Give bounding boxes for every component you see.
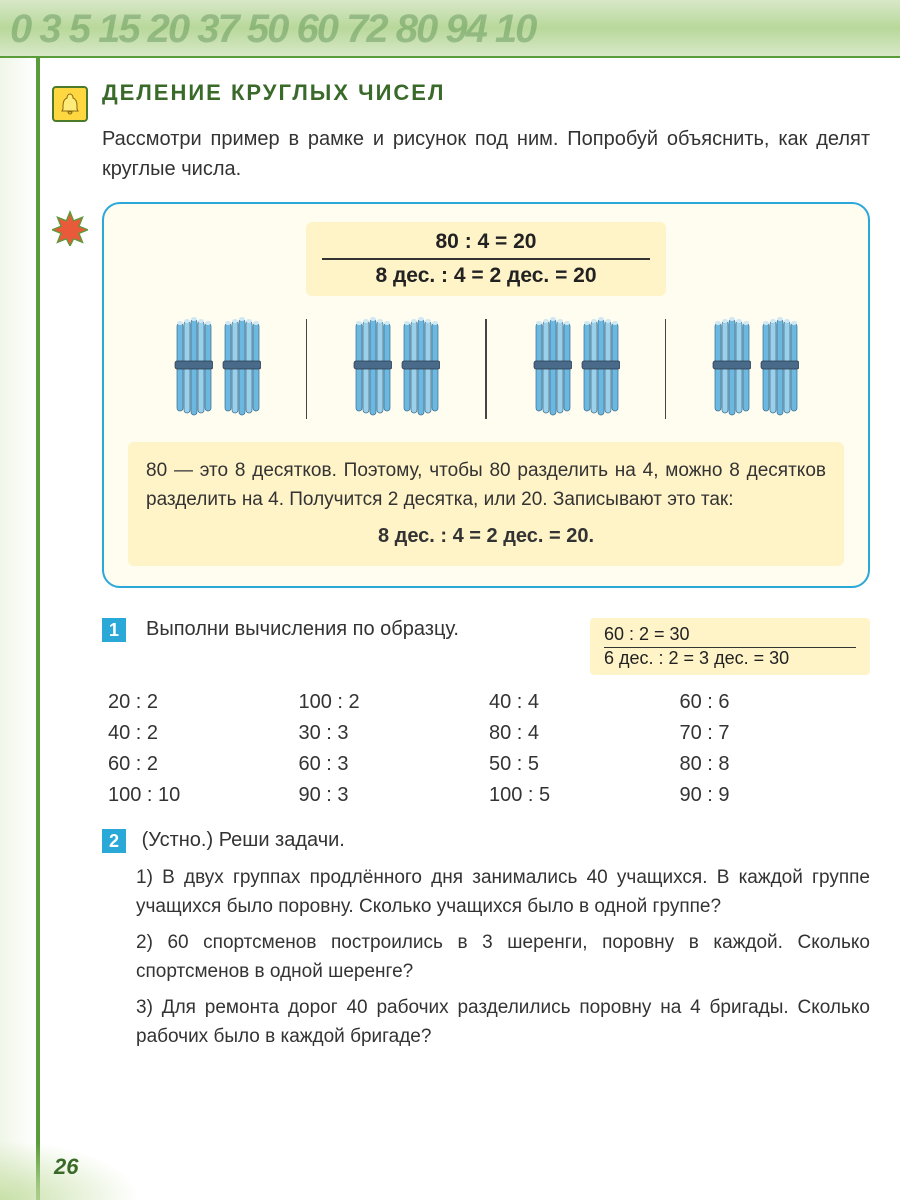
task-1: 1 Выполни вычисления по образцу. 60 : 2 … <box>102 618 870 807</box>
page-number: 26 <box>54 1154 78 1180</box>
bundle-group <box>352 317 440 422</box>
task-1-cell: 80 : 4 <box>489 722 680 745</box>
stick-bundle <box>173 317 213 417</box>
group-divider <box>306 319 308 419</box>
task-1-grid: 20 : 2100 : 240 : 460 : 640 : 230 : 380 … <box>108 691 870 807</box>
task-1-text: Выполни вычисления по образцу. <box>146 618 580 641</box>
task-1-cell: 30 : 3 <box>299 722 490 745</box>
task-1-cell: 40 : 4 <box>489 691 680 714</box>
task-2-number: 2 <box>102 829 126 853</box>
task-1-cell: 60 : 6 <box>680 691 871 714</box>
task-1-header: 1 Выполни вычисления по образцу. 60 : 2 … <box>102 618 870 675</box>
explanation-text: 80 — это 8 десятков. Поэтому, чтобы 80 р… <box>146 460 826 510</box>
stick-bundle <box>759 317 799 417</box>
explanation-block: 80 — это 8 десятков. Поэтому, чтобы 80 р… <box>128 442 844 566</box>
intro-text: Рассмотри пример в рамке и рисунок под н… <box>102 124 870 184</box>
formula-block: 80 : 4 = 20 8 дес. : 4 = 2 дес. = 20 <box>306 222 666 296</box>
stick-bundle <box>400 317 440 417</box>
bundle-group <box>532 317 620 422</box>
task-1-example-line1: 60 : 2 = 30 <box>604 624 856 648</box>
task-1-cell: 60 : 3 <box>299 753 490 776</box>
header-decorative-numbers: 0 3 5 15 20 37 50 60 72 80 94 10 <box>0 0 900 56</box>
formula-bottom: 8 дес. : 4 = 2 дес. = 20 <box>322 264 650 288</box>
stick-bundle <box>352 317 392 417</box>
task-1-cell: 90 : 3 <box>299 784 490 807</box>
side-green-bar <box>36 58 40 1200</box>
task-1-example: 60 : 2 = 30 6 дес. : 2 = 3 дес. = 30 <box>590 618 870 675</box>
task-2-problem: 2) 60 спортсменов построились в 3 шеренг… <box>136 928 870 987</box>
task-1-cell: 40 : 2 <box>108 722 299 745</box>
bundle-group <box>711 317 799 422</box>
formula-divider <box>322 258 650 260</box>
explanation-formula: 8 дес. : 4 = 2 дес. = 20. <box>146 521 826 552</box>
page-header-strip: 0 3 5 15 20 37 50 60 72 80 94 10 <box>0 0 900 58</box>
formula-top: 80 : 4 = 20 <box>322 230 650 254</box>
task-2-body: 1) В двух группах продлённого дня занима… <box>136 863 870 1052</box>
example-box: 80 : 4 = 20 8 дес. : 4 = 2 дес. = 20 <box>102 202 870 588</box>
bundle-group <box>173 317 261 422</box>
task-1-number: 1 <box>102 618 126 642</box>
task-1-cell: 100 : 10 <box>108 784 299 807</box>
stick-bundle <box>580 317 620 417</box>
task-2-title-text: (Устно.) Реши задачи. <box>142 829 345 851</box>
stick-bundle <box>221 317 261 417</box>
task-1-cell: 90 : 9 <box>680 784 871 807</box>
task-1-cell: 100 : 5 <box>489 784 680 807</box>
task-1-cell: 20 : 2 <box>108 691 299 714</box>
task-1-cell: 100 : 2 <box>299 691 490 714</box>
task-2-problem: 3) Для ремонта дорог 40 рабочих разделил… <box>136 993 870 1052</box>
task-1-example-line2: 6 дес. : 2 = 3 дес. = 30 <box>604 648 856 669</box>
stick-bundle <box>532 317 572 417</box>
side-gradient <box>0 58 36 1200</box>
task-1-cell: 70 : 7 <box>680 722 871 745</box>
task-1-cell: 50 : 5 <box>489 753 680 776</box>
group-divider <box>485 319 487 419</box>
task-2-header: 2 (Устно.) Реши задачи. <box>102 829 870 853</box>
bundles-illustration <box>128 314 844 424</box>
task-2: 2 (Устно.) Реши задачи. 1) В двух группа… <box>102 829 870 1052</box>
stick-bundle <box>711 317 751 417</box>
page-title: ДЕЛЕНИЕ КРУГЛЫХ ЧИСЕЛ <box>102 80 870 106</box>
task-2-problem: 1) В двух группах продлённого дня занима… <box>136 863 870 922</box>
task-1-cell: 60 : 2 <box>108 753 299 776</box>
page-content: ДЕЛЕНИЕ КРУГЛЫХ ЧИСЕЛ Рассмотри пример в… <box>52 80 870 1058</box>
group-divider <box>665 319 667 419</box>
task-1-cell: 80 : 8 <box>680 753 871 776</box>
